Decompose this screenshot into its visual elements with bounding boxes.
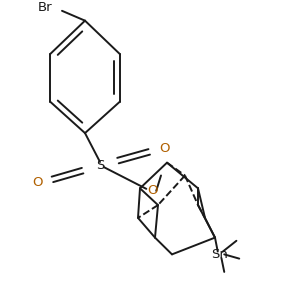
Text: Br: Br: [38, 1, 52, 14]
Text: O: O: [159, 142, 170, 155]
Text: S: S: [96, 159, 104, 172]
Text: Sn: Sn: [212, 248, 228, 261]
Text: O: O: [147, 184, 158, 197]
Text: O: O: [33, 176, 43, 189]
